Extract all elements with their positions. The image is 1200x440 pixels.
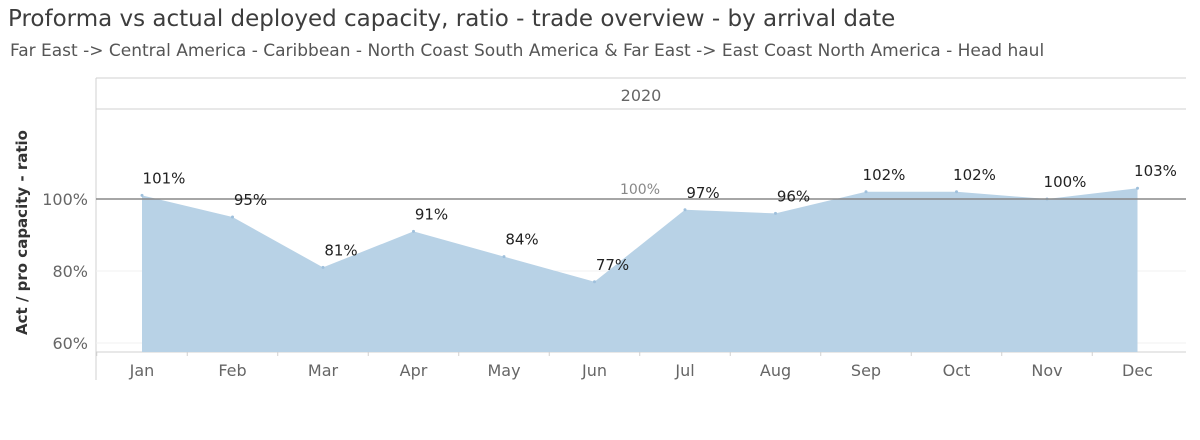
chart-title: Proforma vs actual deployed capacity, ra… — [8, 6, 896, 32]
data-label: 102% — [953, 166, 996, 184]
data-label: 81% — [324, 241, 357, 259]
x-tick-label: Feb — [218, 361, 246, 380]
data-point — [955, 190, 958, 194]
data-point — [593, 280, 596, 284]
y-tick-label: 100% — [42, 190, 88, 209]
data-label: 84% — [505, 231, 538, 249]
data-label: 77% — [596, 256, 629, 274]
y-tick-label: 60% — [52, 334, 88, 353]
data-label: 96% — [777, 187, 810, 205]
data-point — [774, 211, 777, 215]
x-tick-label: Jan — [129, 361, 155, 380]
data-label: 97% — [686, 184, 719, 202]
panel-label: 2020 — [621, 86, 662, 105]
x-tick-label: May — [487, 361, 520, 380]
x-tick-label: Jul — [674, 361, 694, 380]
data-label: 102% — [863, 166, 906, 184]
data-point — [502, 255, 506, 259]
data-label: 95% — [234, 191, 267, 209]
x-tick-label: Apr — [400, 361, 428, 380]
y-axis-title: Act / pro capacity - ratio — [13, 130, 31, 335]
data-label: 100% — [1044, 173, 1087, 191]
data-label: 91% — [415, 205, 448, 223]
data-label: 103% — [1134, 162, 1177, 180]
data-point — [231, 215, 234, 219]
data-point — [683, 208, 687, 212]
x-tick-label: Nov — [1031, 361, 1062, 380]
data-point — [864, 190, 868, 194]
x-tick-label: Oct — [943, 361, 971, 380]
data-label: 101% — [143, 169, 186, 187]
data-point — [140, 193, 144, 197]
x-tick-label: Sep — [851, 361, 881, 380]
data-point — [321, 265, 325, 269]
x-tick-label: Mar — [308, 361, 339, 380]
data-point — [1136, 186, 1139, 190]
x-tick-label: Jun — [581, 361, 607, 380]
y-tick-label: 80% — [52, 262, 88, 281]
x-tick-label: Aug — [760, 361, 791, 380]
chart-subtitle: Far East -> Central America - Caribbean … — [10, 41, 1045, 61]
x-tick-label: Dec — [1122, 361, 1153, 380]
data-point — [412, 229, 415, 233]
area-series — [142, 188, 1138, 352]
reference-line-label: 100% — [620, 182, 660, 198]
